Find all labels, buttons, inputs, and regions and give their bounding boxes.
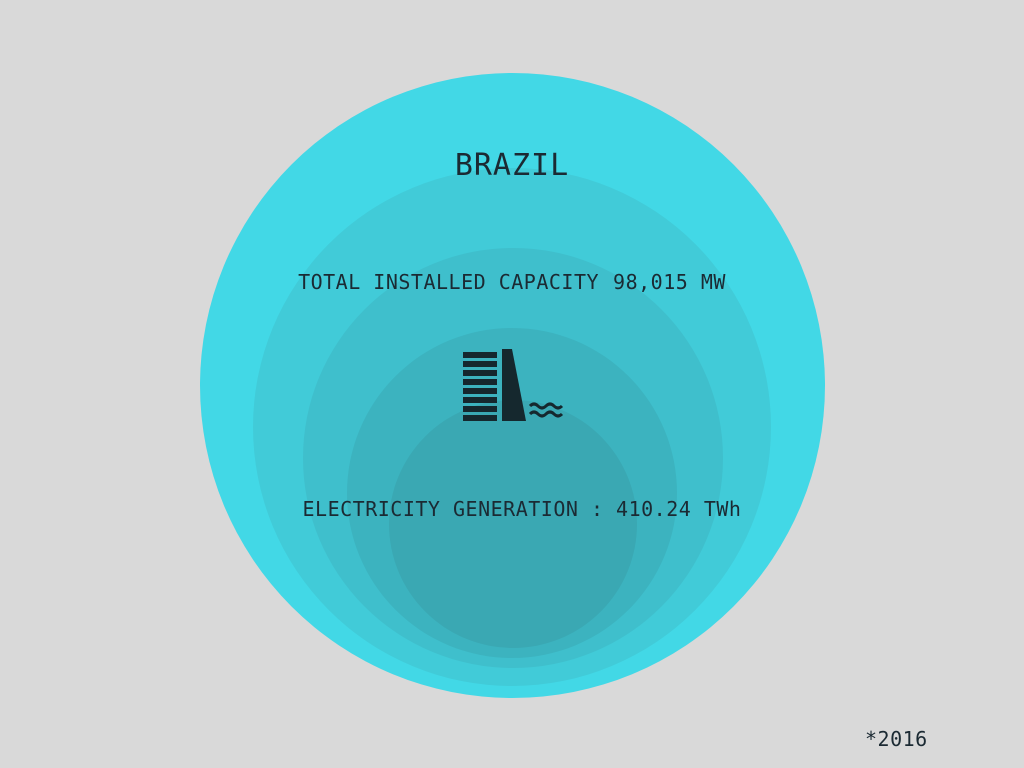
hydro-dam-icon [463,349,564,421]
year-footnote: *2016 [865,727,928,751]
electricity-generation-line: ELECTRICITY GENERATION : 410.24 TWh [10,497,1024,521]
capacity-value: 98,015 MW [613,270,726,294]
country-title: BRAZIL [454,148,570,183]
inner-circle [389,400,637,648]
installed-capacity-line: TOTAL INSTALLED CAPACITY 98,015 MW [0,270,1024,294]
generation-value: 410.24 TWh [616,497,742,521]
capacity-label: TOTAL INSTALLED CAPACITY [298,270,600,294]
generation-label: ELECTRICITY GENERATION : [302,497,604,521]
